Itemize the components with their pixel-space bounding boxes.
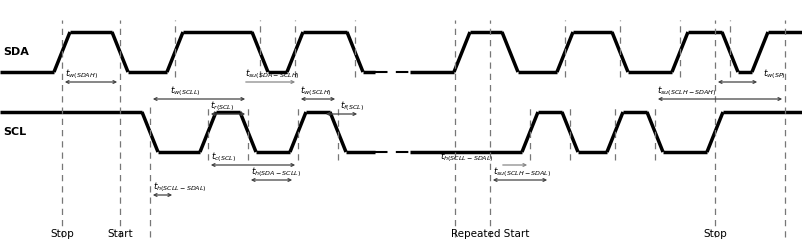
Text: $t_{su(SCLH-SDAL)}$: $t_{su(SCLH-SDAL)}$: [492, 165, 551, 179]
Text: $t_{w(SDAH)}$: $t_{w(SDAH)}$: [65, 67, 98, 81]
Text: $t_{f(SCL)}$: $t_{f(SCL)}$: [339, 99, 363, 113]
Text: $t_{c(SCL)}$: $t_{c(SCL)}$: [211, 150, 236, 164]
Text: $t_{h(SCLL-SDAL)}$: $t_{h(SCLL-SDAL)}$: [153, 180, 207, 194]
Text: $t_{h(SCLL-SDAL)}$: $t_{h(SCLL-SDAL)}$: [439, 150, 493, 164]
Text: $t_{r(SCL)}$: $t_{r(SCL)}$: [210, 99, 234, 113]
Text: $t_{h(SDA-SCLL)}$: $t_{h(SDA-SCLL)}$: [251, 165, 301, 179]
Text: $t_{w(SCLL)}$: $t_{w(SCLL)}$: [170, 84, 200, 98]
Text: Repeated Start: Repeated Start: [450, 229, 529, 239]
Text: Stop: Stop: [703, 229, 726, 239]
Text: Stop: Stop: [50, 229, 74, 239]
Text: Start: Start: [107, 229, 132, 239]
Text: $t_{w(SCLH)}$: $t_{w(SCLH)}$: [300, 84, 331, 98]
Text: SDA: SDA: [3, 47, 29, 57]
Text: $t_{su(SCLH-SDAH)}$: $t_{su(SCLH-SDAH)}$: [656, 84, 715, 98]
Text: $t_{w(SP)}$: $t_{w(SP)}$: [762, 67, 785, 81]
Text: SCL: SCL: [3, 127, 26, 137]
Text: $t_{su(SDA-SCLH)}$: $t_{su(SDA-SCLH)}$: [245, 67, 299, 81]
